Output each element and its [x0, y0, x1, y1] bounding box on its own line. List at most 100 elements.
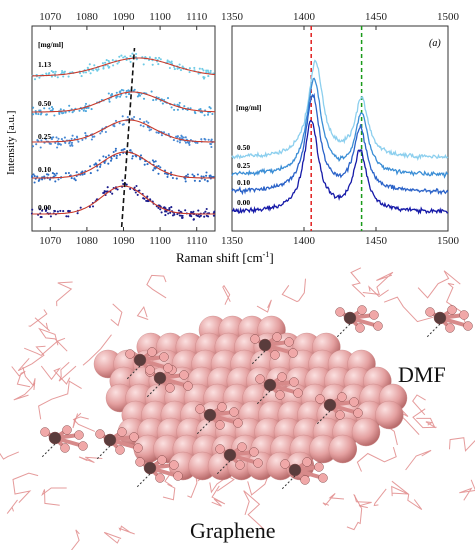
left-top-tick-label: 1070 [39, 11, 62, 23]
dmf-atom [433, 311, 447, 325]
left-data-point [37, 113, 40, 116]
left-data-point [118, 122, 121, 125]
left-data-point [150, 90, 153, 93]
left-data-point [85, 107, 88, 110]
left-data-point [200, 138, 203, 141]
left-data-point [122, 56, 125, 59]
dmf-solvent-molecule [12, 472, 39, 503]
dmf-atom [258, 338, 272, 352]
left-data-point [84, 102, 88, 105]
left-data-point [56, 210, 59, 213]
left-data-point [190, 211, 193, 214]
graphene-sheet [93, 315, 408, 481]
hydrogen-bond-line [135, 473, 151, 489]
dmf-atom [355, 323, 365, 333]
left-series-label: 0.00 [38, 203, 51, 212]
left-data-point [163, 172, 167, 175]
left-data-point [206, 179, 209, 183]
dmf-solvent-molecule [247, 475, 269, 496]
left-data-point [178, 136, 181, 140]
dmf-solvent-molecule [391, 480, 423, 511]
left-data-point [207, 111, 210, 114]
dmf-atom [335, 307, 345, 317]
left-data-point [63, 136, 66, 139]
dmf-solvent-molecule [72, 416, 96, 432]
hydrogen-bond-line [425, 323, 441, 339]
left-data-point [94, 162, 97, 165]
left-data-point [142, 63, 145, 66]
left-data-point [145, 120, 148, 123]
left-data-point [32, 173, 35, 176]
dmf-solvent-molecule [222, 284, 231, 305]
dmf-solvent-molecule [0, 451, 19, 460]
right-series-line [231, 77, 449, 179]
left-data-point [196, 141, 199, 144]
dmf-atom [195, 404, 205, 414]
left-data-point [39, 216, 42, 219]
dmf-solvent-molecule [38, 327, 68, 352]
left-data-point [73, 177, 76, 180]
hydrogen-bond-line [195, 420, 211, 436]
left-data-point [75, 171, 78, 174]
left-data-point [84, 71, 88, 74]
right-x-ticks: 1350 1350 1400 1400 1450 1450 1500 1500 [221, 11, 460, 247]
left-data-point [200, 175, 203, 178]
dmf-solvent-molecule [373, 488, 387, 507]
left-data-point [92, 69, 95, 72]
left-data-point [108, 100, 111, 103]
left-data-point [133, 88, 136, 91]
dmf-atom [215, 420, 225, 430]
left-data-point [207, 75, 210, 78]
left-data-point [209, 71, 212, 74]
left-data-point [89, 165, 92, 168]
dmf-solvent-molecule [211, 485, 226, 507]
left-data-point [107, 154, 110, 157]
dmf-solvent-molecule [34, 317, 50, 332]
left-data-point [51, 172, 54, 175]
right-series-line [231, 119, 448, 215]
dmf-solvent-molecule [118, 525, 135, 535]
left-data-point [55, 136, 58, 139]
left-data-point [99, 132, 102, 135]
dmf-solvent-molecule [22, 366, 36, 390]
right-bottom-tick-label: 1350 [221, 235, 244, 247]
dmf-atom [60, 443, 70, 453]
dmf-atom [157, 455, 167, 465]
dmf-atom [255, 374, 265, 384]
left-data-point [203, 178, 206, 181]
left-data-point [76, 136, 79, 139]
left-data-point [74, 179, 77, 182]
dmf-atom [314, 462, 324, 472]
left-data-point [122, 148, 125, 151]
left-data-point [102, 65, 105, 68]
left-data-point [104, 61, 107, 64]
left-data-point [157, 63, 160, 66]
left-data-point [168, 208, 171, 211]
left-data-point [184, 141, 187, 144]
dmf-solvent-molecule [110, 303, 123, 327]
left-data-point [184, 180, 187, 183]
left-data-point [139, 124, 142, 127]
left-data-point [162, 131, 166, 134]
x-axis-label: Raman shift [cm-1] [176, 250, 274, 265]
left-data-point [170, 206, 173, 209]
left-data-point [191, 173, 194, 176]
left-data-point [135, 184, 138, 188]
left-data-point [151, 159, 154, 162]
left-data-point [56, 76, 59, 79]
left-data-point [203, 215, 206, 218]
left-data-point [201, 67, 204, 70]
left-bottom-tick-label: 1080 [76, 235, 99, 247]
left-data-point [160, 134, 163, 137]
left-top-tick-label: 1090 [113, 11, 136, 23]
left-data-point [176, 67, 179, 70]
left-data-point [171, 214, 175, 217]
left-data-point [188, 67, 191, 70]
left-series-label: 1.13 [38, 60, 51, 69]
dmf-atom [233, 418, 243, 428]
left-data-point [202, 69, 205, 72]
left-data-point [173, 108, 176, 111]
dmf-atom [447, 305, 457, 315]
left-data-point [205, 207, 208, 211]
left-x-ticks: 1070 1070 1080 1080 1090 1090 1100 1100 1110 1110 [39, 11, 207, 247]
